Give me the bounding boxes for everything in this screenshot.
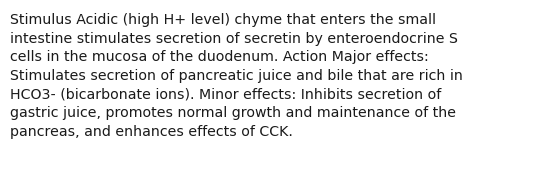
- Text: Stimulus Acidic (high H+ level) chyme that enters the small
intestine stimulates: Stimulus Acidic (high H+ level) chyme th…: [10, 13, 463, 139]
